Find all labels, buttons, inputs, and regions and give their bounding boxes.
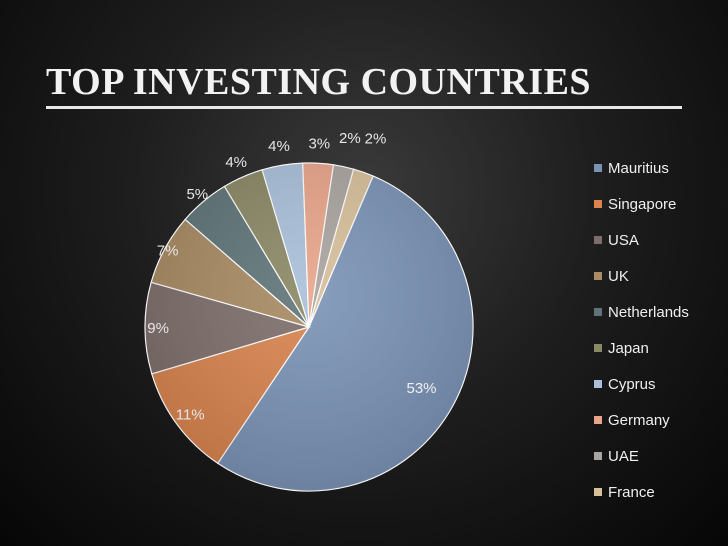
legend-label-singapore: Singapore	[608, 195, 677, 213]
legend-swatch-uae	[594, 452, 602, 460]
legend-swatch-uk	[594, 272, 602, 280]
page-title: TOP INVESTING COUNTRIES	[46, 61, 592, 103]
data-label-cyprus: 4%	[268, 138, 290, 155]
legend-item-netherlands: Netherlands	[594, 294, 724, 330]
legend-swatch-usa	[594, 236, 602, 244]
legend-item-france: France	[594, 474, 724, 510]
legend-item-uk: UK	[594, 258, 724, 294]
chart-legend: Mauritius Singapore USA UK Netherlands Japan C…	[594, 150, 724, 510]
legend-swatch-japan	[594, 344, 602, 352]
data-label-uae: 2%	[339, 130, 361, 147]
legend-swatch-france	[594, 488, 602, 496]
legend-item-mauritius: Mauritius	[594, 150, 724, 186]
legend-item-germany: Germany	[594, 402, 724, 438]
legend-swatch-mauritius	[594, 164, 602, 172]
data-label-germany: 3%	[308, 136, 330, 153]
legend-label-uae: UAE	[608, 447, 639, 465]
legend-item-singapore: Singapore	[594, 186, 724, 222]
legend-item-usa: USA	[594, 222, 724, 258]
data-label-uk: 7%	[157, 243, 179, 260]
legend-swatch-netherlands	[594, 308, 602, 316]
data-label-singapore: 11%	[176, 407, 205, 424]
legend-label-japan: Japan	[608, 339, 649, 357]
legend-label-usa: USA	[608, 231, 639, 249]
legend-swatch-germany	[594, 416, 602, 424]
legend-swatch-cyprus	[594, 380, 602, 388]
legend-label-mauritius: Mauritius	[608, 159, 669, 177]
legend-label-france: France	[608, 483, 655, 501]
data-label-netherlands: 5%	[186, 186, 208, 203]
legend-item-cyprus: Cyprus	[594, 366, 724, 402]
data-label-france: 2%	[365, 130, 387, 147]
legend-item-japan: Japan	[594, 330, 724, 366]
legend-label-netherlands: Netherlands	[608, 303, 689, 321]
title-underline	[46, 106, 682, 109]
legend-label-cyprus: Cyprus	[608, 375, 656, 393]
legend-label-uk: UK	[608, 267, 629, 285]
data-label-japan: 4%	[225, 154, 247, 171]
data-label-mauritius: 53%	[406, 380, 436, 397]
legend-item-uae: UAE	[594, 438, 724, 474]
legend-label-germany: Germany	[608, 411, 670, 429]
data-label-usa: 9%	[147, 320, 169, 337]
legend-swatch-singapore	[594, 200, 602, 208]
